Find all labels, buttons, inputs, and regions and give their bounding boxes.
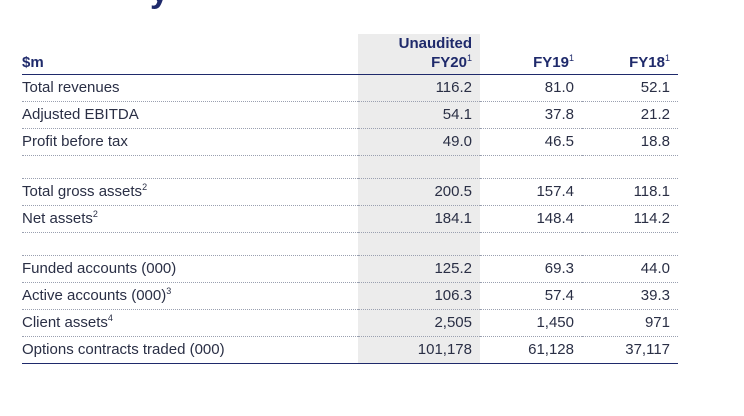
row-label-text: Net assets (22, 210, 93, 227)
table-body: Total revenues 116.2 81.0 52.1 Adjusted EBIT… (22, 74, 678, 364)
fy18-value: 971 (582, 309, 678, 337)
fy20-header-footnote: 1 (466, 53, 472, 63)
table-header-row: $m Unaudited FY201 FY191 FY181 (22, 34, 678, 75)
row-label: Total revenues (22, 74, 358, 102)
fy18-value: 37,117 (582, 336, 678, 364)
fy19-value: 61,128 (480, 336, 582, 364)
fy20-value: 200.5 (358, 178, 480, 206)
spacer-cell (22, 232, 358, 256)
fy19-header: FY191 (480, 34, 582, 75)
row-label-text: Total revenues (22, 79, 120, 96)
fy19-value: 157.4 (480, 178, 582, 206)
fy20-header-line2: FY201 (366, 53, 472, 72)
fy20-value: 116.2 (358, 74, 480, 102)
table-row: Profit before tax 49.0 46.5 18.8 (22, 128, 678, 156)
fy19-value: 148.4 (480, 205, 582, 233)
fy18-value: 21.2 (582, 101, 678, 129)
row-label-footnote: 3 (166, 286, 172, 296)
row-label-text: Options contracts traded (000) (22, 341, 225, 358)
fy20-value: 2,505 (358, 309, 480, 337)
row-label-text: Funded accounts (000) (22, 260, 177, 277)
fy18-value: 18.8 (582, 128, 678, 156)
fy20-value: 106.3 (358, 282, 480, 310)
row-label-text: Adjusted EBITDA (22, 106, 139, 123)
table-row: Funded accounts (000) 125.2 69.3 44.0 (22, 255, 678, 283)
fy19-value: 81.0 (480, 74, 582, 102)
fy20-header: Unaudited FY201 (358, 34, 480, 75)
spacer-cell (582, 232, 678, 256)
row-label-text: Active accounts (000) (22, 287, 167, 304)
fy18-value: 114.2 (582, 205, 678, 233)
table-row: Total gross assets2 200.5 157.4 118.1 (22, 178, 678, 206)
fy19-header-label: FY19 (533, 54, 569, 71)
fy19-value: 57.4 (480, 282, 582, 310)
spacer-cell (582, 155, 678, 179)
page-title-fragment: y (150, 0, 169, 8)
fy19-value: 46.5 (480, 128, 582, 156)
spacer-cell (480, 232, 582, 256)
fy19-header-footnote: 1 (568, 53, 574, 63)
fy19-value: 69.3 (480, 255, 582, 283)
fy18-value: 52.1 (582, 74, 678, 102)
fy18-header-footnote: 1 (664, 53, 670, 63)
row-label: Adjusted EBITDA (22, 101, 358, 129)
group-spacer-row (22, 155, 678, 179)
financial-summary-table-container: $m Unaudited FY201 FY191 FY181 Total rev… (22, 34, 678, 364)
row-label-footnote: 4 (107, 313, 113, 323)
table-row: Adjusted EBITDA 54.1 37.8 21.2 (22, 101, 678, 129)
table-row: Options contracts traded (000) 101,178 61,… (22, 336, 678, 364)
fy20-header-line1: Unaudited (398, 35, 472, 52)
fy19-value: 37.8 (480, 101, 582, 129)
fy18-value: 39.3 (582, 282, 678, 310)
row-label: Options contracts traded (000) (22, 336, 358, 364)
fy20-value: 54.1 (358, 101, 480, 129)
fy18-value: 118.1 (582, 178, 678, 206)
fy20-value: 184.1 (358, 205, 480, 233)
spacer-cell (358, 232, 480, 256)
financial-summary-table: $m Unaudited FY201 FY191 FY181 Total rev… (22, 34, 678, 364)
row-label-text: Client assets (22, 314, 108, 331)
unit-header: $m (22, 54, 44, 71)
fy18-header: FY181 (582, 34, 678, 75)
spacer-cell (358, 155, 480, 179)
table-row: Client assets4 2,505 1,450 971 (22, 309, 678, 337)
row-label-text: Profit before tax (22, 133, 128, 150)
fy20-value: 125.2 (358, 255, 480, 283)
fy20-header-label: FY20 (431, 54, 467, 71)
fy19-value: 1,450 (480, 309, 582, 337)
row-label: Active accounts (000)3 (22, 282, 358, 310)
table-row: Net assets2 184.1 148.4 114.2 (22, 205, 678, 233)
table-row: Active accounts (000)3 106.3 57.4 39.3 (22, 282, 678, 310)
group-spacer-row (22, 232, 678, 256)
row-label-footnote: 2 (142, 182, 148, 192)
row-label-footnote: 2 (92, 209, 98, 219)
spacer-cell (480, 155, 582, 179)
table-row: Total revenues 116.2 81.0 52.1 (22, 74, 678, 102)
row-label: Profit before tax (22, 128, 358, 156)
fy18-header-label: FY18 (629, 54, 665, 71)
fy18-value: 44.0 (582, 255, 678, 283)
spacer-cell (22, 155, 358, 179)
row-label: Client assets4 (22, 309, 358, 337)
row-label: Funded accounts (000) (22, 255, 358, 283)
row-label: Net assets2 (22, 205, 358, 233)
row-label: Total gross assets2 (22, 178, 358, 206)
row-label-text: Total gross assets (22, 183, 143, 200)
fy20-value: 101,178 (358, 336, 480, 364)
fy20-value: 49.0 (358, 128, 480, 156)
